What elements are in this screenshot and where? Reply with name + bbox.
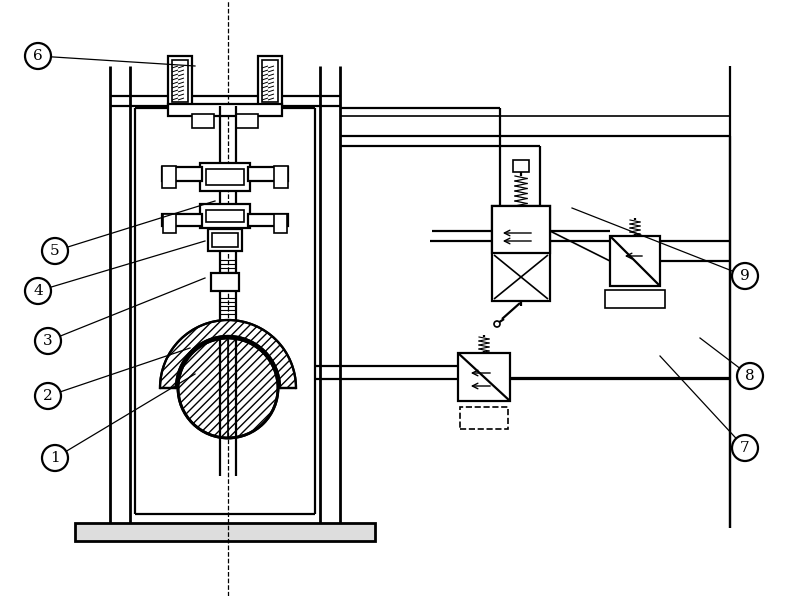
Circle shape: [25, 278, 51, 304]
Bar: [212, 233, 238, 247]
Text: 9: 9: [740, 269, 750, 283]
Bar: [460, 407, 508, 429]
Bar: [492, 206, 550, 253]
Bar: [458, 353, 510, 401]
Bar: [248, 214, 288, 226]
Circle shape: [42, 238, 68, 264]
Bar: [168, 104, 282, 116]
Bar: [162, 167, 202, 181]
Bar: [162, 214, 202, 226]
Circle shape: [25, 43, 51, 69]
Bar: [262, 60, 278, 102]
Bar: [605, 290, 665, 308]
Text: 3: 3: [43, 334, 53, 348]
Bar: [208, 229, 242, 251]
Bar: [206, 210, 244, 222]
Circle shape: [42, 445, 68, 471]
Text: 2: 2: [43, 389, 53, 403]
Text: 6: 6: [33, 49, 43, 63]
Bar: [513, 160, 529, 172]
Circle shape: [494, 321, 500, 327]
Bar: [274, 166, 288, 188]
Circle shape: [35, 383, 61, 409]
Bar: [200, 163, 250, 191]
Bar: [163, 214, 176, 233]
Bar: [168, 56, 192, 106]
Bar: [192, 114, 214, 128]
Text: 5: 5: [50, 244, 60, 258]
Text: 1: 1: [50, 451, 60, 465]
Bar: [211, 273, 239, 291]
Circle shape: [35, 328, 61, 354]
Bar: [206, 169, 244, 185]
Bar: [258, 56, 282, 106]
Text: 7: 7: [740, 441, 750, 455]
Circle shape: [737, 363, 763, 389]
Bar: [610, 236, 660, 286]
Circle shape: [178, 338, 278, 438]
Bar: [200, 204, 250, 228]
Bar: [236, 114, 258, 128]
Circle shape: [732, 435, 758, 461]
Text: 4: 4: [33, 284, 43, 298]
Wedge shape: [160, 320, 296, 388]
Text: 8: 8: [745, 369, 755, 383]
Circle shape: [732, 263, 758, 289]
Bar: [248, 167, 288, 181]
Bar: [492, 206, 550, 301]
Bar: [162, 166, 176, 188]
Bar: [274, 214, 287, 233]
Bar: [172, 60, 188, 102]
Bar: [75, 523, 375, 541]
